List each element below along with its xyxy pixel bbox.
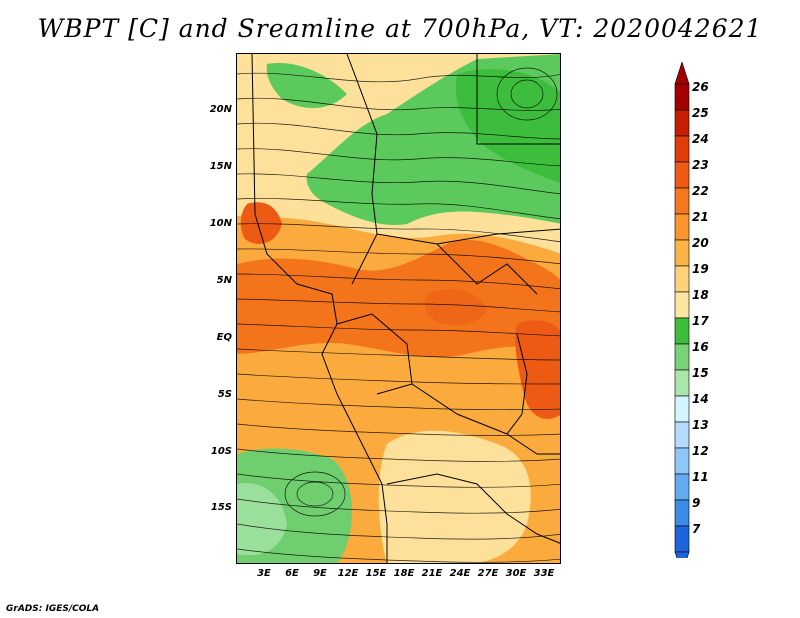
colorbar-segment	[674, 525, 690, 553]
colorbar-segment	[674, 161, 690, 189]
colorbar-label: 12	[692, 444, 709, 458]
lon-label: 18E	[393, 568, 415, 579]
lon-label: 15E	[365, 568, 387, 579]
lon-label: 27E	[477, 568, 499, 579]
lon-label: 12E	[337, 568, 359, 579]
colorbar-label: 23	[692, 158, 709, 172]
colorbar-label: 16	[692, 340, 709, 354]
colorbar-segment	[674, 83, 690, 111]
grads-credit: GrADS: IGES/COLA	[6, 604, 100, 614]
colorbar-segment	[674, 265, 690, 293]
lon-label: 24E	[449, 568, 471, 579]
colorbar-segment	[674, 213, 690, 241]
colorbar-segment	[674, 317, 690, 345]
colorbar-label: 14	[692, 392, 709, 406]
colorbar-label: 26	[692, 80, 709, 94]
colorbar-label: 15	[692, 366, 709, 380]
wbpt-region-23c	[424, 289, 487, 326]
colorbar-label: 21	[692, 210, 709, 224]
lat-label: 10S	[210, 446, 232, 457]
wbpt-region-23	[240, 202, 282, 244]
lon-label: 9E	[313, 568, 327, 579]
lat-label: EQ	[216, 332, 232, 343]
wbpt-region-16	[455, 69, 560, 184]
colorbar-label: 7	[692, 522, 701, 536]
colorbar-label: 25	[692, 106, 709, 120]
lon-label: 33E	[533, 568, 555, 579]
colorbar-segment	[674, 135, 690, 163]
colorbar-label: 13	[692, 418, 709, 432]
colorbar-segment	[674, 343, 690, 371]
wbpt-region-19s	[378, 430, 531, 563]
wbpt-region-22	[237, 240, 560, 358]
wbpt-streamline-map[interactable]	[236, 53, 561, 564]
colorbar-label: 19	[692, 262, 709, 276]
lat-label: 5N	[216, 275, 232, 286]
country-borders	[251, 54, 560, 563]
colorbar-segment	[674, 369, 690, 397]
colorbar	[674, 62, 690, 558]
colorbar-label: 9	[692, 496, 701, 510]
colorbar-segment	[674, 109, 690, 137]
colorbar-segment	[674, 473, 690, 501]
lat-label: 10N	[209, 218, 232, 229]
colorbar-segment	[674, 447, 690, 475]
colorbar-label: 17	[692, 314, 709, 328]
map-canvas	[237, 54, 560, 563]
colorbar-segment	[674, 395, 690, 423]
colorbar-label: 18	[692, 288, 709, 302]
lon-label: 6E	[285, 568, 299, 579]
lon-label: 21E	[421, 568, 443, 579]
colorbar-bottom-arrow	[674, 551, 690, 558]
colorbar-label: 22	[692, 184, 709, 198]
colorbar-segment	[674, 291, 690, 319]
lat-label: 15N	[209, 161, 232, 172]
streamlines	[237, 67, 560, 563]
colorbar-segment	[674, 499, 690, 527]
colorbar-segment	[674, 239, 690, 267]
lon-label: 3E	[257, 568, 271, 579]
colorbar-top-arrow	[674, 62, 690, 85]
lat-label: 15S	[210, 502, 232, 513]
lat-label: 20N	[209, 104, 232, 115]
colorbar-segment	[674, 421, 690, 449]
lon-label: 30E	[505, 568, 527, 579]
colorbar-label: 11	[692, 470, 709, 484]
colorbar-label: 20	[692, 236, 709, 250]
wbpt-region-23b	[515, 320, 560, 419]
lat-label: 5S	[217, 389, 232, 400]
map-title: WBPT [C] and Sreamline at 700hPa, VT: 20…	[37, 14, 763, 43]
colorbar-segment	[674, 187, 690, 215]
colorbar-label: 24	[692, 132, 709, 146]
